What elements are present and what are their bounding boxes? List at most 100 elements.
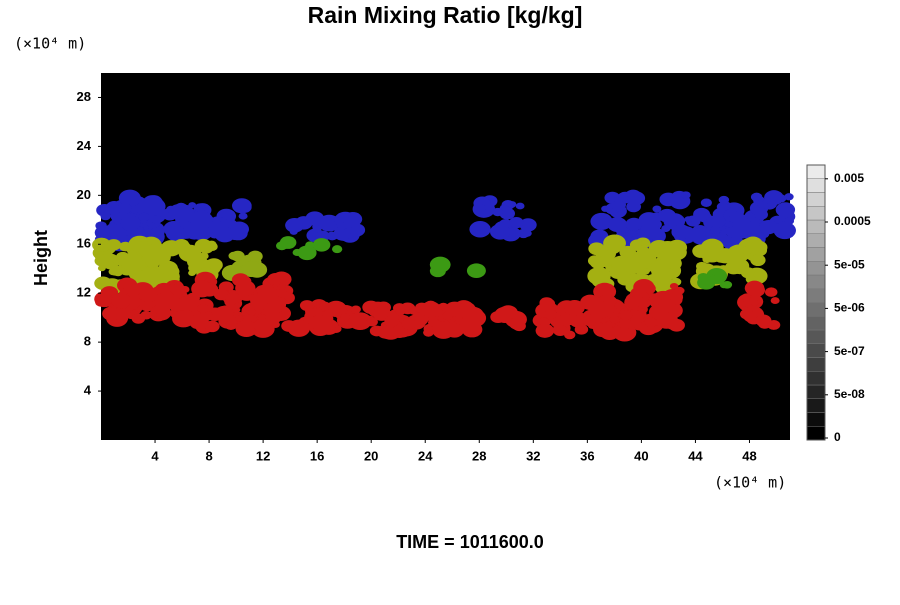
cloud-blob	[651, 266, 674, 284]
cloud-blob	[702, 256, 712, 264]
x-tick-label: 16	[310, 448, 324, 463]
cloud-blob	[508, 317, 526, 330]
x-tick-label: 40	[634, 448, 648, 463]
cloud-blob	[708, 240, 718, 247]
colorbar-cell	[806, 178, 826, 193]
cloud-blob	[287, 319, 311, 337]
cloud-blob	[131, 313, 146, 324]
colorbar-cell	[806, 261, 826, 276]
cloud-blob	[629, 307, 647, 320]
colorbar-cell	[806, 426, 826, 441]
cloud-blob	[145, 243, 167, 260]
cloud-blob	[339, 307, 348, 315]
field	[92, 189, 796, 342]
x-tick-label: 28	[472, 448, 486, 463]
cloud-blob	[241, 260, 262, 277]
cloud-blob	[680, 191, 691, 199]
cloud-blob	[107, 223, 118, 231]
y-unit: (×10⁴ m)	[14, 35, 86, 53]
colorbar-cell	[806, 343, 826, 358]
cloud-blob	[208, 220, 225, 234]
cloud-blob	[312, 238, 331, 252]
colorbar-cell	[806, 357, 826, 372]
colorbar-cell	[806, 302, 826, 317]
cloud-blob	[170, 283, 186, 296]
cloud-blob	[100, 212, 111, 221]
cloud-blob	[564, 300, 585, 316]
cloud-blob	[764, 287, 778, 297]
cloud-blob	[773, 221, 796, 240]
cloud-blob	[634, 247, 657, 265]
cloud-blob	[764, 190, 784, 206]
cloud-blob	[309, 315, 330, 330]
cloud-blob	[611, 255, 631, 271]
y-tick-label: 20	[77, 187, 91, 202]
cloud-blob	[102, 306, 121, 321]
cloud-blob	[230, 250, 245, 262]
cloud-blob	[507, 201, 517, 208]
colorbar-cell	[806, 316, 826, 331]
chart-title: Rain Mixing Ratio [kg/kg]	[308, 2, 583, 28]
cloud-blob	[139, 288, 158, 303]
cloud-blob	[431, 257, 450, 273]
x-tick-label: 24	[418, 448, 433, 463]
cloud-blob	[587, 267, 611, 286]
cloud-blob	[366, 317, 378, 327]
cloud-blob	[173, 238, 190, 251]
cloud-blob	[544, 309, 557, 320]
cloud-blob	[627, 191, 646, 206]
cloud-blob	[652, 205, 662, 213]
cloud-blob	[494, 306, 516, 324]
cloud-blob	[759, 220, 778, 235]
cloud-blob	[741, 293, 751, 301]
cloud-blob	[235, 315, 244, 322]
cloud-blob	[614, 301, 625, 310]
cloud-blob	[490, 224, 511, 240]
cloud-blob	[97, 205, 107, 213]
cloud-blob	[237, 201, 252, 213]
cloud-blob	[326, 231, 338, 241]
cloud-blob	[238, 212, 248, 220]
cloud-blob	[232, 306, 241, 313]
cloud-blob	[465, 328, 474, 336]
cloud-blob	[173, 204, 195, 221]
cloud-blob	[609, 315, 620, 324]
cloud-blob	[347, 232, 359, 242]
x-unit: (×10⁴ m)	[714, 474, 786, 492]
y-tick-label: 28	[77, 89, 91, 104]
cloud-blob	[590, 212, 613, 231]
cloud-blob	[588, 242, 605, 256]
cloud-blob	[235, 280, 256, 296]
colorbar-cell	[806, 371, 826, 386]
cloud-blob	[138, 212, 150, 222]
cloud-blob	[305, 241, 315, 249]
x-tick-label: 44	[688, 448, 703, 463]
footer: TIME = 1011600.0	[396, 532, 544, 552]
cloud-blob	[190, 255, 208, 269]
colorbar: 0 5e-08 5e-07 5e-06 5e-05 0.0005 0.005	[806, 164, 871, 444]
cloud-blob	[700, 198, 712, 208]
cloud-blob	[697, 272, 710, 282]
cloud-blob	[193, 225, 211, 239]
cloud-blob	[297, 245, 317, 261]
cloud-blob	[150, 226, 165, 238]
cloud-blob	[319, 301, 331, 311]
cloud-blob	[420, 301, 442, 318]
cloud-blob	[197, 303, 209, 313]
cloud-blob	[716, 202, 729, 212]
cloud-blob	[515, 202, 525, 210]
cloud-blob	[106, 239, 122, 251]
cloud-blob	[671, 224, 691, 240]
cloud-blob	[739, 308, 754, 320]
colorbar-tick-label: 5e-08	[834, 387, 865, 401]
cloud-blob	[120, 252, 143, 271]
cloud-blob	[247, 250, 263, 263]
cloud-blob	[224, 320, 237, 331]
cloud-blob	[257, 285, 278, 301]
colorbar-tick-label: 5e-07	[834, 344, 865, 358]
colorbar-cell	[806, 192, 826, 207]
cloud-blob	[621, 246, 636, 258]
colorbar-tick-label: 5e-05	[834, 257, 865, 271]
